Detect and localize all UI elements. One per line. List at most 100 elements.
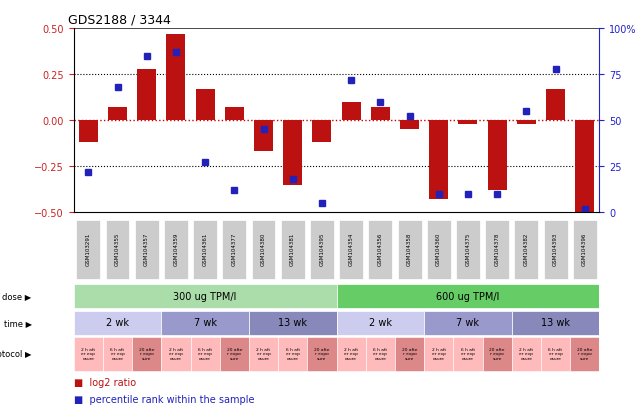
FancyBboxPatch shape — [162, 311, 249, 335]
FancyBboxPatch shape — [544, 220, 567, 280]
FancyBboxPatch shape — [103, 337, 132, 371]
Bar — [488, 121, 506, 191]
FancyBboxPatch shape — [193, 220, 217, 280]
FancyBboxPatch shape — [281, 220, 304, 280]
FancyBboxPatch shape — [278, 337, 307, 371]
Text: 2 h aft
er exp
osure: 2 h aft er exp osure — [431, 347, 445, 360]
FancyBboxPatch shape — [570, 337, 599, 371]
Text: GSM104358: GSM104358 — [407, 232, 412, 265]
Text: GSM104396: GSM104396 — [582, 232, 587, 265]
Bar — [108, 108, 127, 121]
FancyBboxPatch shape — [162, 337, 190, 371]
Text: 600 ug TPM/l: 600 ug TPM/l — [437, 291, 499, 301]
Text: 2 h aft
er exp
osure: 2 h aft er exp osure — [519, 347, 533, 360]
Bar — [196, 90, 215, 121]
Text: GSM103291: GSM103291 — [86, 232, 91, 265]
Text: 6 h aft
er exp
osure: 6 h aft er exp osure — [373, 347, 387, 360]
Text: 20 afte
r expo
sure: 20 afte r expo sure — [139, 347, 154, 360]
FancyBboxPatch shape — [190, 337, 220, 371]
Bar — [429, 121, 448, 200]
Text: 20 afte
r expo
sure: 20 afte r expo sure — [577, 347, 592, 360]
Text: 13 wk: 13 wk — [278, 318, 307, 328]
FancyBboxPatch shape — [164, 220, 188, 280]
Text: 2 h aft
er exp
osure: 2 h aft er exp osure — [169, 347, 183, 360]
Text: GSM104381: GSM104381 — [290, 232, 296, 265]
Bar — [458, 121, 478, 124]
FancyBboxPatch shape — [514, 220, 538, 280]
Text: 6 h aft
er exp
osure: 6 h aft er exp osure — [549, 347, 563, 360]
Text: 6 h aft
er exp
osure: 6 h aft er exp osure — [198, 347, 212, 360]
Text: 6 h aft
er exp
osure: 6 h aft er exp osure — [461, 347, 475, 360]
FancyBboxPatch shape — [339, 220, 363, 280]
Text: ■  log2 ratio: ■ log2 ratio — [74, 377, 136, 387]
FancyBboxPatch shape — [249, 311, 337, 335]
FancyBboxPatch shape — [453, 337, 483, 371]
Text: 2 h aft
er exp
osure: 2 h aft er exp osure — [256, 347, 271, 360]
Text: ■  percentile rank within the sample: ■ percentile rank within the sample — [74, 394, 254, 404]
FancyBboxPatch shape — [222, 220, 246, 280]
Text: GSM104361: GSM104361 — [203, 232, 208, 265]
FancyBboxPatch shape — [512, 337, 541, 371]
Bar — [575, 121, 594, 213]
Text: GSM104359: GSM104359 — [174, 232, 178, 265]
FancyBboxPatch shape — [337, 284, 599, 309]
Bar — [342, 102, 361, 121]
Bar — [225, 108, 244, 121]
Text: protocol ▶: protocol ▶ — [0, 349, 31, 358]
Text: 7 wk: 7 wk — [194, 318, 217, 328]
FancyBboxPatch shape — [251, 220, 276, 280]
Text: 13 wk: 13 wk — [541, 318, 570, 328]
FancyBboxPatch shape — [541, 337, 570, 371]
FancyBboxPatch shape — [220, 337, 249, 371]
Text: GSM104357: GSM104357 — [144, 232, 149, 265]
FancyBboxPatch shape — [485, 220, 509, 280]
Text: 2 h aft
er exp
osure: 2 h aft er exp osure — [344, 347, 358, 360]
FancyBboxPatch shape — [483, 337, 512, 371]
FancyBboxPatch shape — [395, 337, 424, 371]
FancyBboxPatch shape — [512, 311, 599, 335]
FancyBboxPatch shape — [310, 220, 334, 280]
Text: dose ▶: dose ▶ — [3, 291, 31, 300]
Text: GSM104354: GSM104354 — [349, 232, 354, 265]
FancyBboxPatch shape — [397, 220, 422, 280]
Text: GSM104395: GSM104395 — [319, 232, 324, 265]
Bar — [254, 121, 273, 152]
FancyBboxPatch shape — [132, 337, 162, 371]
Text: 7 wk: 7 wk — [456, 318, 479, 328]
Text: GSM104377: GSM104377 — [232, 232, 237, 265]
FancyBboxPatch shape — [249, 337, 278, 371]
Bar — [517, 121, 536, 124]
Text: GDS2188 / 3344: GDS2188 / 3344 — [69, 13, 171, 26]
FancyBboxPatch shape — [366, 337, 395, 371]
FancyBboxPatch shape — [74, 284, 337, 309]
Bar — [167, 34, 185, 121]
FancyBboxPatch shape — [424, 311, 512, 335]
Text: 20 afte
r expo
sure: 20 afte r expo sure — [489, 347, 505, 360]
FancyBboxPatch shape — [74, 337, 103, 371]
Text: GSM104375: GSM104375 — [465, 232, 470, 265]
Text: 6 h aft
er exp
osure: 6 h aft er exp osure — [286, 347, 300, 360]
Bar — [371, 108, 390, 121]
FancyBboxPatch shape — [337, 311, 424, 335]
Text: GSM104378: GSM104378 — [495, 232, 499, 265]
Text: time ▶: time ▶ — [4, 318, 31, 327]
Text: GSM104382: GSM104382 — [524, 232, 529, 265]
Text: 2 wk: 2 wk — [369, 318, 392, 328]
Bar — [79, 121, 98, 143]
FancyBboxPatch shape — [456, 220, 480, 280]
Text: 6 h aft
er exp
osure: 6 h aft er exp osure — [110, 347, 124, 360]
FancyBboxPatch shape — [427, 220, 451, 280]
Text: 20 afte
r expo
sure: 20 afte r expo sure — [226, 347, 242, 360]
FancyBboxPatch shape — [76, 220, 100, 280]
Text: GSM104355: GSM104355 — [115, 232, 120, 265]
Bar — [400, 121, 419, 130]
FancyBboxPatch shape — [369, 220, 392, 280]
Text: GSM104356: GSM104356 — [378, 232, 383, 265]
Text: 20 afte
r expo
sure: 20 afte r expo sure — [314, 347, 329, 360]
FancyBboxPatch shape — [135, 220, 159, 280]
FancyBboxPatch shape — [74, 311, 162, 335]
Text: 20 afte
r expo
sure: 20 afte r expo sure — [402, 347, 417, 360]
Text: GSM104380: GSM104380 — [261, 232, 266, 265]
Bar — [283, 121, 302, 185]
Text: 2 h aft
er exp
osure: 2 h aft er exp osure — [81, 347, 96, 360]
